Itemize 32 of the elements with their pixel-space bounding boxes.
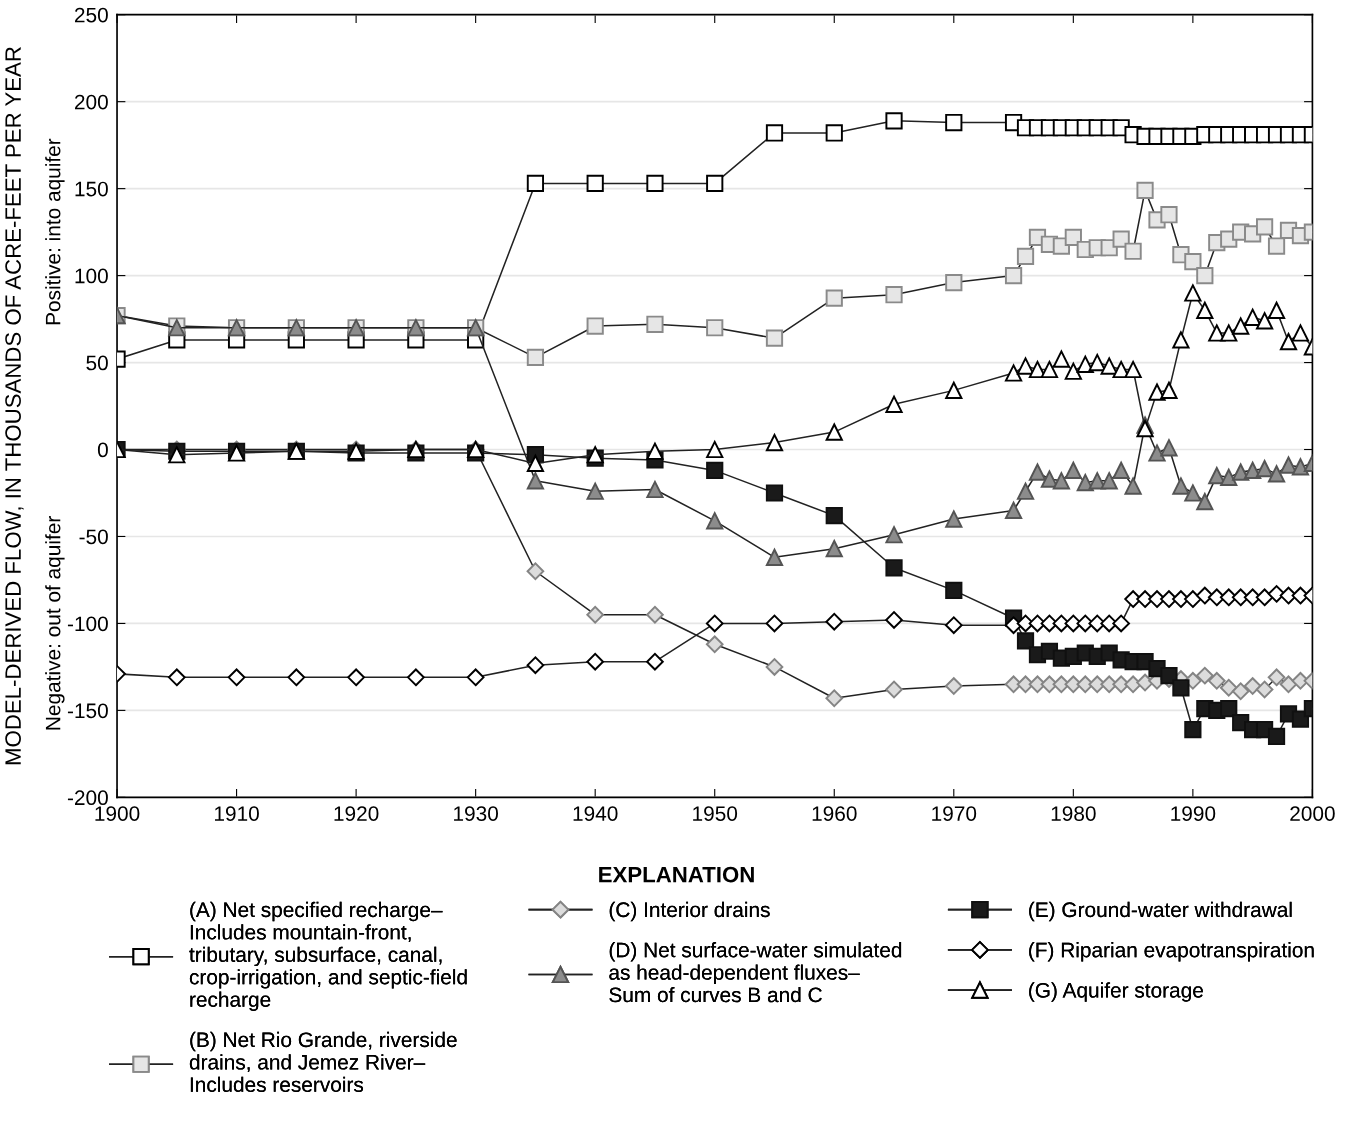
x-tick-label: 1980 [1051, 806, 1096, 821]
legend-label: (D) Net surface-water simulated as head-dependent fluxes– Sum of curves B and C [609, 942, 902, 1003]
y-tick-label: 200 [74, 94, 108, 110]
x-tick-label: 1900 [95, 806, 140, 821]
x-tick-label: 2000 [1290, 806, 1335, 821]
y-tick-label: 50 [86, 355, 108, 371]
y-tick-label: 0 [97, 442, 108, 458]
text: Negative: out of aquifer [45, 516, 65, 730]
y-tick-label: 150 [75, 181, 108, 197]
legend-label: (G) Aquifer storage [1029, 982, 1203, 1002]
y-tick-label: -200 [67, 790, 108, 806]
x-tick-label: 1910 [214, 806, 259, 821]
y-tick-label: 250 [74, 7, 108, 23]
legend-label: (A) Net specified recharge– Includes mountain-front, tributary, subsurface, canal, crop-irrigation, and septic-field recharge [189, 901, 467, 1011]
x-tick-label: 1920 [334, 806, 379, 821]
x-tick-label: 1950 [693, 806, 738, 821]
x-tick-label: 1970 [932, 806, 977, 821]
x-tick-label: 1960 [812, 806, 857, 821]
legend-label: (E) Ground-water withdrawal [1029, 901, 1292, 922]
legend-title: EXPLANATION [599, 866, 754, 883]
y-tick-label: -100 [67, 616, 108, 632]
y-tick-label: 100 [75, 268, 108, 284]
y-tick-label: -50 [79, 529, 108, 545]
legend-label: (B) Net Rio Grande, riverside drains, and Jemez River– Includes reservoirs [189, 1031, 457, 1093]
legend-label: (C) Interior drains [609, 901, 770, 922]
y-tick-label: -150 [67, 703, 108, 719]
x-tick-label: 1930 [454, 806, 499, 821]
x-tick-label: 1990 [1171, 806, 1216, 821]
x-tick-label: 1940 [573, 806, 618, 821]
y-axis-title: MODEL-DERIVED FLOW, IN THOUSANDS OF ACRE-FEET PER YEAR [5, 47, 24, 765]
text: Positive: into aquifer [45, 138, 65, 325]
legend-label: (F) Riparian evapotranspiration [1029, 942, 1314, 962]
